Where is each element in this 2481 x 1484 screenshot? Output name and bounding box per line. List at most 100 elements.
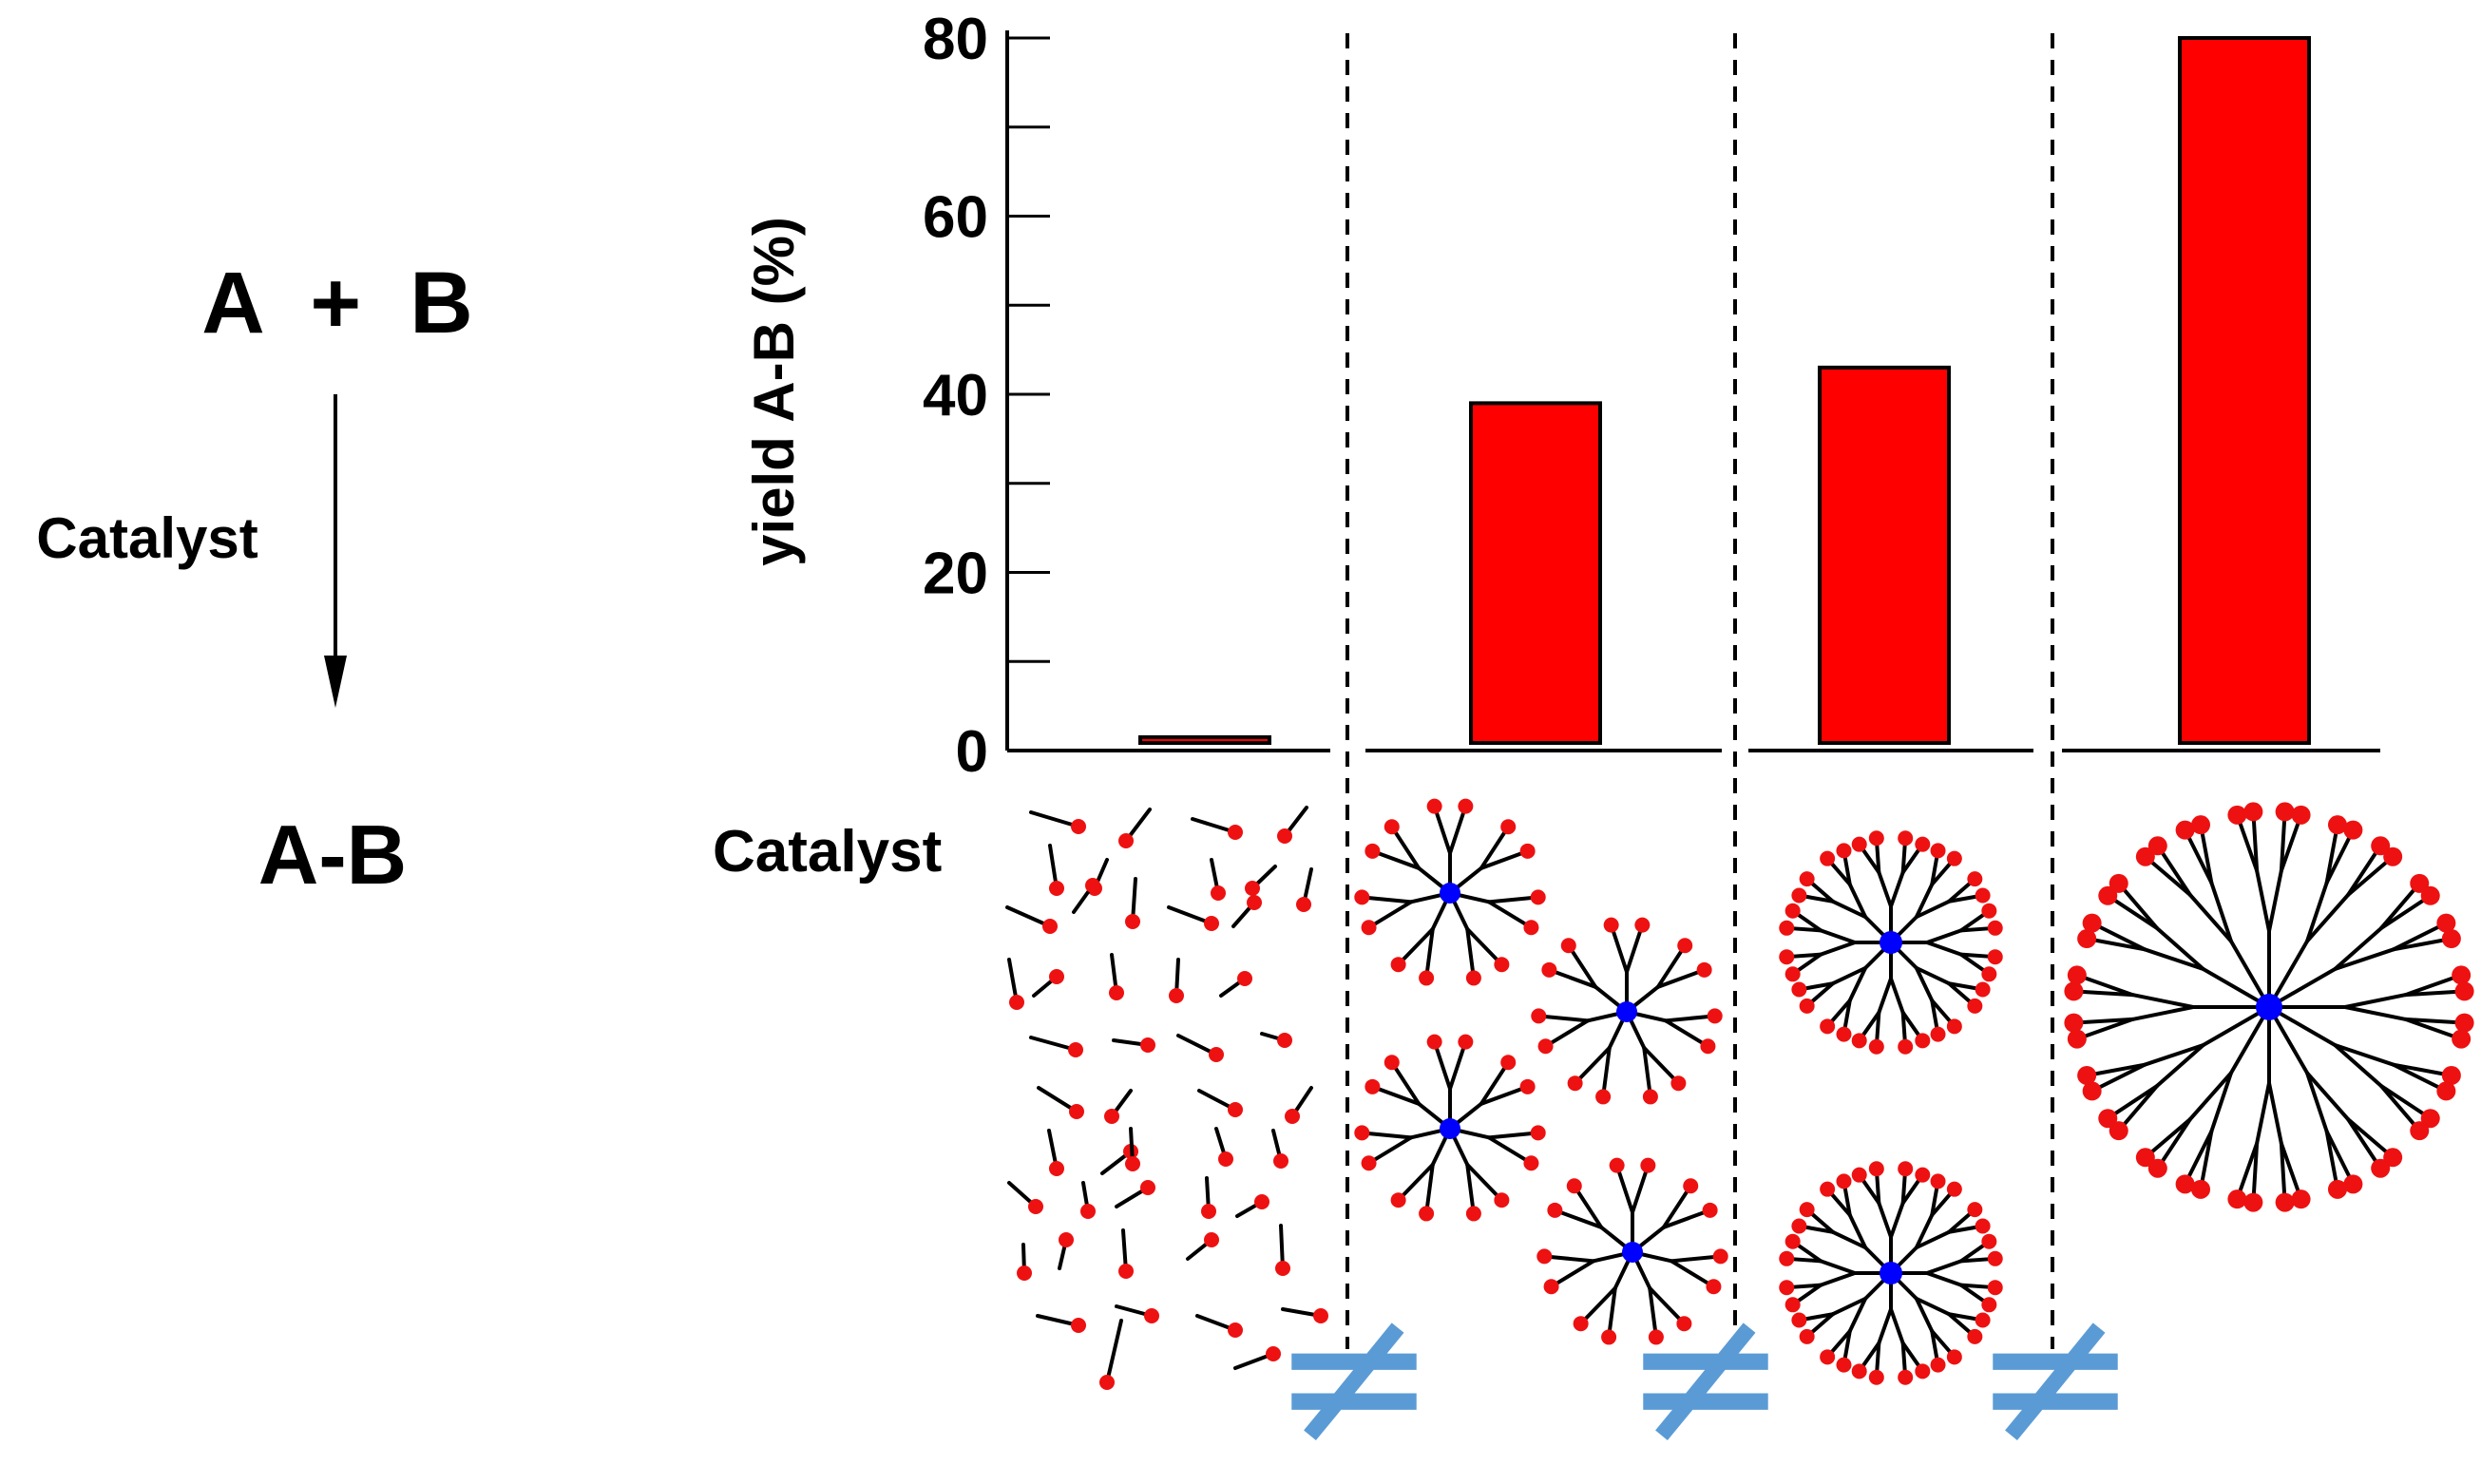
end-group xyxy=(1465,1206,1481,1222)
end-group xyxy=(2275,802,2295,822)
end-group xyxy=(2098,885,2118,905)
dendrimer xyxy=(1354,1034,1546,1222)
end-group xyxy=(1898,830,1914,847)
end-group xyxy=(1494,1192,1510,1208)
end-group xyxy=(1683,1178,1699,1194)
end-group xyxy=(1981,1233,1997,1249)
end-group xyxy=(1536,1248,1553,1265)
end-group xyxy=(2067,965,2087,985)
end-group xyxy=(1365,1078,1381,1094)
monomer-end-group xyxy=(1237,971,1252,986)
end-group xyxy=(1799,1202,1815,1218)
end-group xyxy=(1696,961,1712,978)
bar-chart: 0 20 40 60 80 yield A-B (%) Catalyst xyxy=(713,7,2380,1349)
end-group xyxy=(1384,819,1400,835)
monomer-end-group xyxy=(1049,1161,1064,1176)
dendrimer xyxy=(2064,802,2474,1212)
monomer-end-group xyxy=(1228,1322,1243,1338)
y-axis-label: yield A-B (%) xyxy=(742,217,806,566)
monomer-end-group xyxy=(1099,1375,1115,1390)
end-group xyxy=(2410,873,2430,893)
end-group xyxy=(1500,819,1517,835)
monomer-end-group xyxy=(1109,985,1124,1000)
end-group xyxy=(1361,920,1377,936)
end-group xyxy=(1987,949,2003,965)
large-dendrimer-drawing xyxy=(2064,802,2474,1212)
end-group xyxy=(1946,850,1962,866)
end-group xyxy=(1458,1034,1474,1050)
monomer-end-group xyxy=(1277,1033,1292,1048)
monomer-end-group xyxy=(1296,897,1311,912)
y-tick-label: 40 xyxy=(923,363,988,428)
dendrimer-core xyxy=(1440,883,1460,904)
end-group xyxy=(1531,1008,1547,1024)
end-group xyxy=(2327,815,2347,835)
end-group xyxy=(1519,843,1536,859)
bar-large-dendrimer xyxy=(2178,36,2311,745)
monomer-end-group xyxy=(1049,881,1064,896)
end-group xyxy=(1836,843,1852,859)
reaction-arrow-head xyxy=(324,656,347,708)
end-group xyxy=(1603,917,1619,933)
end-group xyxy=(1820,1018,1836,1035)
end-group xyxy=(1987,1250,2003,1266)
monomer-end-group xyxy=(1313,1308,1328,1323)
end-group xyxy=(1915,1363,1931,1379)
end-group xyxy=(1361,1155,1377,1171)
end-group xyxy=(1702,1202,1718,1218)
end-group xyxy=(1595,1089,1612,1105)
monomer-end-group xyxy=(1118,833,1134,848)
end-group xyxy=(1975,981,1991,998)
end-group xyxy=(1523,1155,1539,1171)
end-group xyxy=(2420,1109,2440,1129)
end-group xyxy=(1820,1181,1836,1197)
end-group xyxy=(2410,1121,2430,1141)
bar-monomer xyxy=(1138,734,1271,745)
end-group xyxy=(2175,820,2195,840)
end-group xyxy=(1779,1280,1795,1296)
end-group xyxy=(1784,903,1801,919)
end-group xyxy=(1642,1089,1658,1105)
end-group xyxy=(2343,820,2363,840)
end-group xyxy=(1530,1125,1546,1141)
end-group xyxy=(1640,1157,1656,1173)
end-group xyxy=(1851,836,1867,852)
monomer-end-group xyxy=(1275,1261,1290,1276)
dendrimer xyxy=(1536,1157,1728,1345)
monomer-end-group xyxy=(1266,1346,1281,1361)
dendrimer xyxy=(1779,830,2003,1055)
end-group xyxy=(1836,1173,1852,1189)
end-group xyxy=(1500,1055,1517,1071)
end-group xyxy=(1609,1157,1625,1173)
end-group xyxy=(1987,920,2003,936)
y-tick-label: 80 xyxy=(923,7,988,72)
monomer-end-group xyxy=(1209,1047,1224,1062)
end-group xyxy=(1458,798,1474,814)
y-tick-label: 0 xyxy=(956,719,988,785)
y-tick-label: 60 xyxy=(923,185,988,251)
end-group xyxy=(1898,1038,1914,1055)
y-axis: 0 20 40 60 80 xyxy=(923,7,1050,785)
reactants-label: A + B xyxy=(201,255,472,352)
end-group xyxy=(2383,1148,2403,1168)
end-group xyxy=(1634,917,1651,933)
end-group xyxy=(1784,966,1801,982)
end-group xyxy=(1851,1363,1867,1379)
end-group xyxy=(1799,1328,1815,1344)
monomer-stick xyxy=(1029,810,1080,828)
reagent-label: Catalyst xyxy=(36,506,258,570)
monomer-end-group xyxy=(1140,1180,1155,1195)
monomer-end-group xyxy=(1254,1194,1269,1209)
end-group xyxy=(2067,1029,2087,1049)
end-group xyxy=(2343,1174,2363,1194)
monomer-end-group xyxy=(1125,1156,1140,1171)
end-group xyxy=(1799,871,1815,887)
end-group xyxy=(1365,843,1381,859)
end-group xyxy=(1419,1206,1435,1222)
end-group xyxy=(1648,1329,1664,1345)
end-group xyxy=(1541,961,1557,978)
end-group xyxy=(1981,1297,1997,1313)
monomer-end-group xyxy=(1144,1308,1159,1323)
end-group xyxy=(1791,887,1807,904)
